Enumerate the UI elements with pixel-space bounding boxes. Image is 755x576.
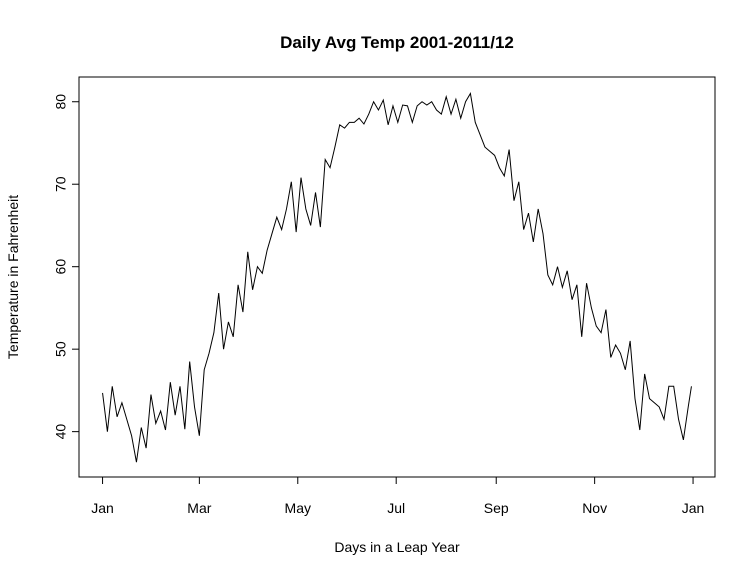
x-tick-label: May [285, 500, 311, 516]
y-tick-label: 50 [53, 341, 69, 357]
x-tick-label: Mar [187, 500, 211, 516]
y-tick-label: 80 [53, 94, 69, 110]
y-tick-label: 70 [53, 176, 69, 192]
x-tick-label: Jan [91, 500, 114, 516]
y-tick-label: 40 [53, 424, 69, 440]
x-axis-label: Days in a Leap Year [334, 539, 460, 555]
chart-title: Daily Avg Temp 2001-2011/12 [280, 33, 514, 52]
temperature-line [102, 92, 692, 463]
x-tick-label: Sep [484, 500, 509, 516]
y-tick-label: 60 [53, 259, 69, 275]
x-tick-label: Jan [682, 500, 705, 516]
x-tick-label: Nov [582, 500, 607, 516]
y-axis-label: Temperature in Fahrenheit [5, 195, 21, 359]
x-tick-label: Jul [387, 500, 405, 516]
plot-box [78, 76, 716, 478]
